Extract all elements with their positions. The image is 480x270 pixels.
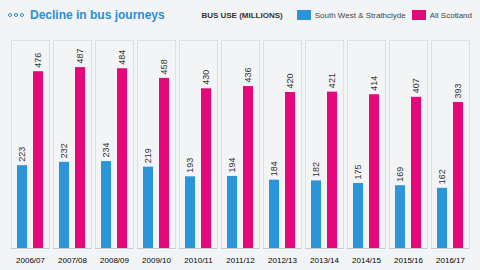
svg-text:2015/16: 2015/16 [394,256,423,265]
svg-text:393: 393 [453,83,463,98]
svg-text:2007/08: 2007/08 [58,256,87,265]
svg-text:2008/09: 2008/09 [100,256,129,265]
svg-text:436: 436 [243,68,253,83]
svg-text:2016/17: 2016/17 [436,256,465,265]
svg-text:223: 223 [17,147,27,162]
html-text:South West & Strathclyde: South West & Strathclyde [314,10,406,20]
svg-text:193: 193 [185,158,195,173]
svg-text:234: 234 [101,143,111,158]
svg-text:232: 232 [59,143,69,158]
svg-text:458: 458 [159,59,169,74]
svg-text:421: 421 [327,73,337,88]
svg-text:407: 407 [411,78,421,93]
svg-text:430: 430 [201,70,211,85]
svg-text:2014/15: 2014/15 [352,256,381,265]
html-text:Decline in bus journeys: Decline in bus journeys [30,8,165,22]
svg-text:2006/07: 2006/07 [16,256,45,265]
html-text:BUS USE (MILLIONS): BUS USE (MILLIONS) [201,10,283,20]
svg-text:2011/12: 2011/12 [226,256,255,265]
svg-text:169: 169 [395,167,405,182]
svg-text:484: 484 [117,50,127,65]
svg-text:175: 175 [353,164,363,179]
svg-text:162: 162 [437,169,447,184]
svg-text:184: 184 [269,161,279,176]
svg-text:2013/14: 2013/14 [310,256,339,265]
svg-text:2009/10: 2009/10 [142,256,171,265]
svg-text:420: 420 [285,73,295,88]
svg-text:476: 476 [33,53,43,68]
svg-text:194: 194 [227,157,237,172]
svg-text:219: 219 [143,148,153,163]
svg-text:182: 182 [311,162,321,177]
html-text:All Scotland: All Scotland [429,10,472,20]
svg-text:414: 414 [369,76,379,91]
svg-text:487: 487 [75,49,85,64]
svg-text:2012/13: 2012/13 [268,256,297,265]
svg-text:2010/11: 2010/11 [184,256,213,265]
